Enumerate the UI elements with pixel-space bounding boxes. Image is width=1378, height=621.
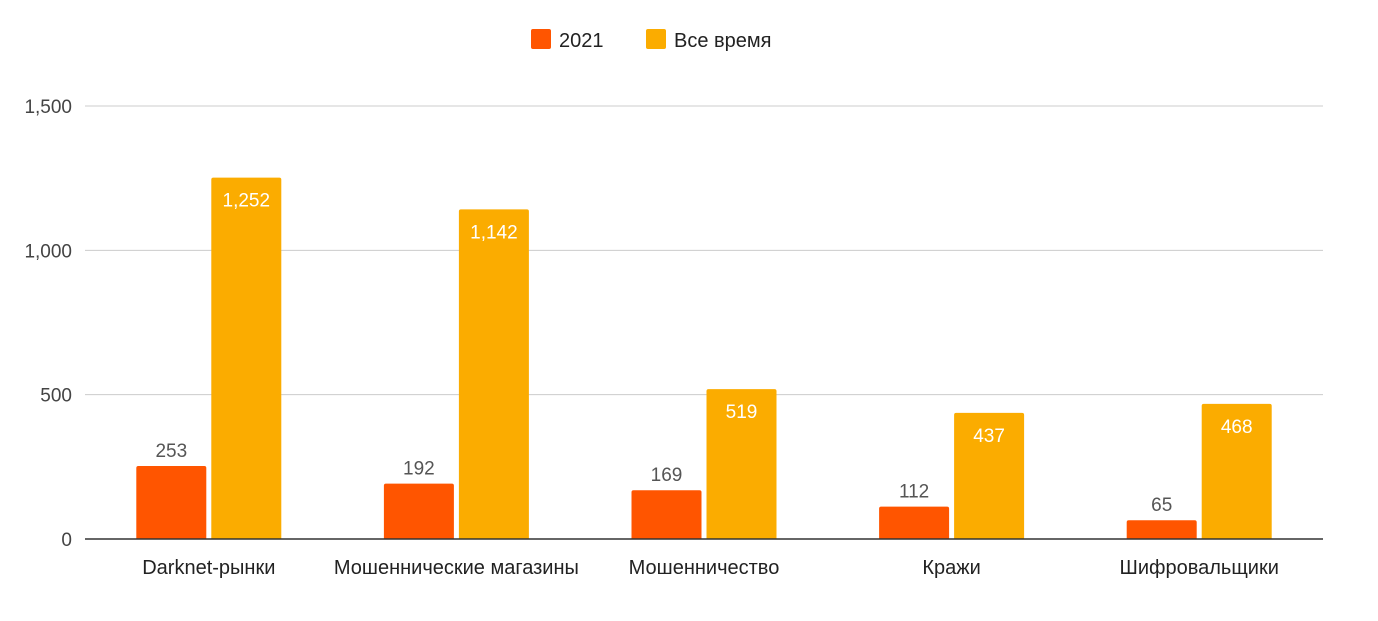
data-label: 65 [1151, 495, 1172, 516]
data-label: 437 [973, 426, 1005, 447]
bar [631, 490, 702, 539]
gridlines [85, 105, 1323, 396]
legend-label-all-time: Все время [674, 30, 771, 52]
y-tick-label: 500 [40, 386, 72, 407]
data-label: 169 [651, 465, 683, 486]
data-label: 253 [155, 441, 187, 462]
legend-swatch-2021 [531, 29, 551, 49]
legend-swatch-all-time [646, 29, 666, 49]
bar [211, 177, 282, 539]
bar [1201, 403, 1272, 539]
x-category-label: Кражи [922, 557, 980, 579]
bar [458, 209, 529, 540]
x-axis-category-labels: Darknet-рынки Мошеннические магазины Мошен… [142, 557, 1279, 579]
y-axis-tick-labels: 0 500 1,000 1,500 [24, 97, 72, 551]
bars [136, 177, 1272, 540]
data-label: 1,142 [470, 222, 518, 243]
data-label: 519 [726, 402, 758, 423]
data-label: 192 [403, 459, 435, 480]
value-labels: 253 1,252 192 1,142 169 519 112 437 65 468 [155, 191, 1252, 517]
bar [383, 483, 454, 539]
y-tick-label: 1,500 [24, 97, 72, 118]
data-label: 468 [1221, 417, 1253, 438]
bar [1126, 520, 1197, 539]
bar [954, 412, 1025, 539]
bar [879, 506, 950, 539]
legend-label-2021: 2021 [559, 30, 604, 52]
bar [136, 465, 207, 539]
y-tick-label: 1,000 [24, 241, 72, 262]
x-category-label: Шифровальщики [1120, 557, 1279, 579]
bar [706, 389, 777, 539]
x-category-label: Darknet-рынки [142, 557, 275, 579]
x-category-label: Мошеннические магазины [334, 557, 579, 579]
x-category-label: Мошенничество [629, 557, 780, 579]
data-label: 112 [899, 482, 929, 503]
y-tick-label: 0 [61, 530, 72, 551]
legend: 2021 Все время [531, 29, 771, 52]
data-label: 1,252 [223, 191, 271, 212]
